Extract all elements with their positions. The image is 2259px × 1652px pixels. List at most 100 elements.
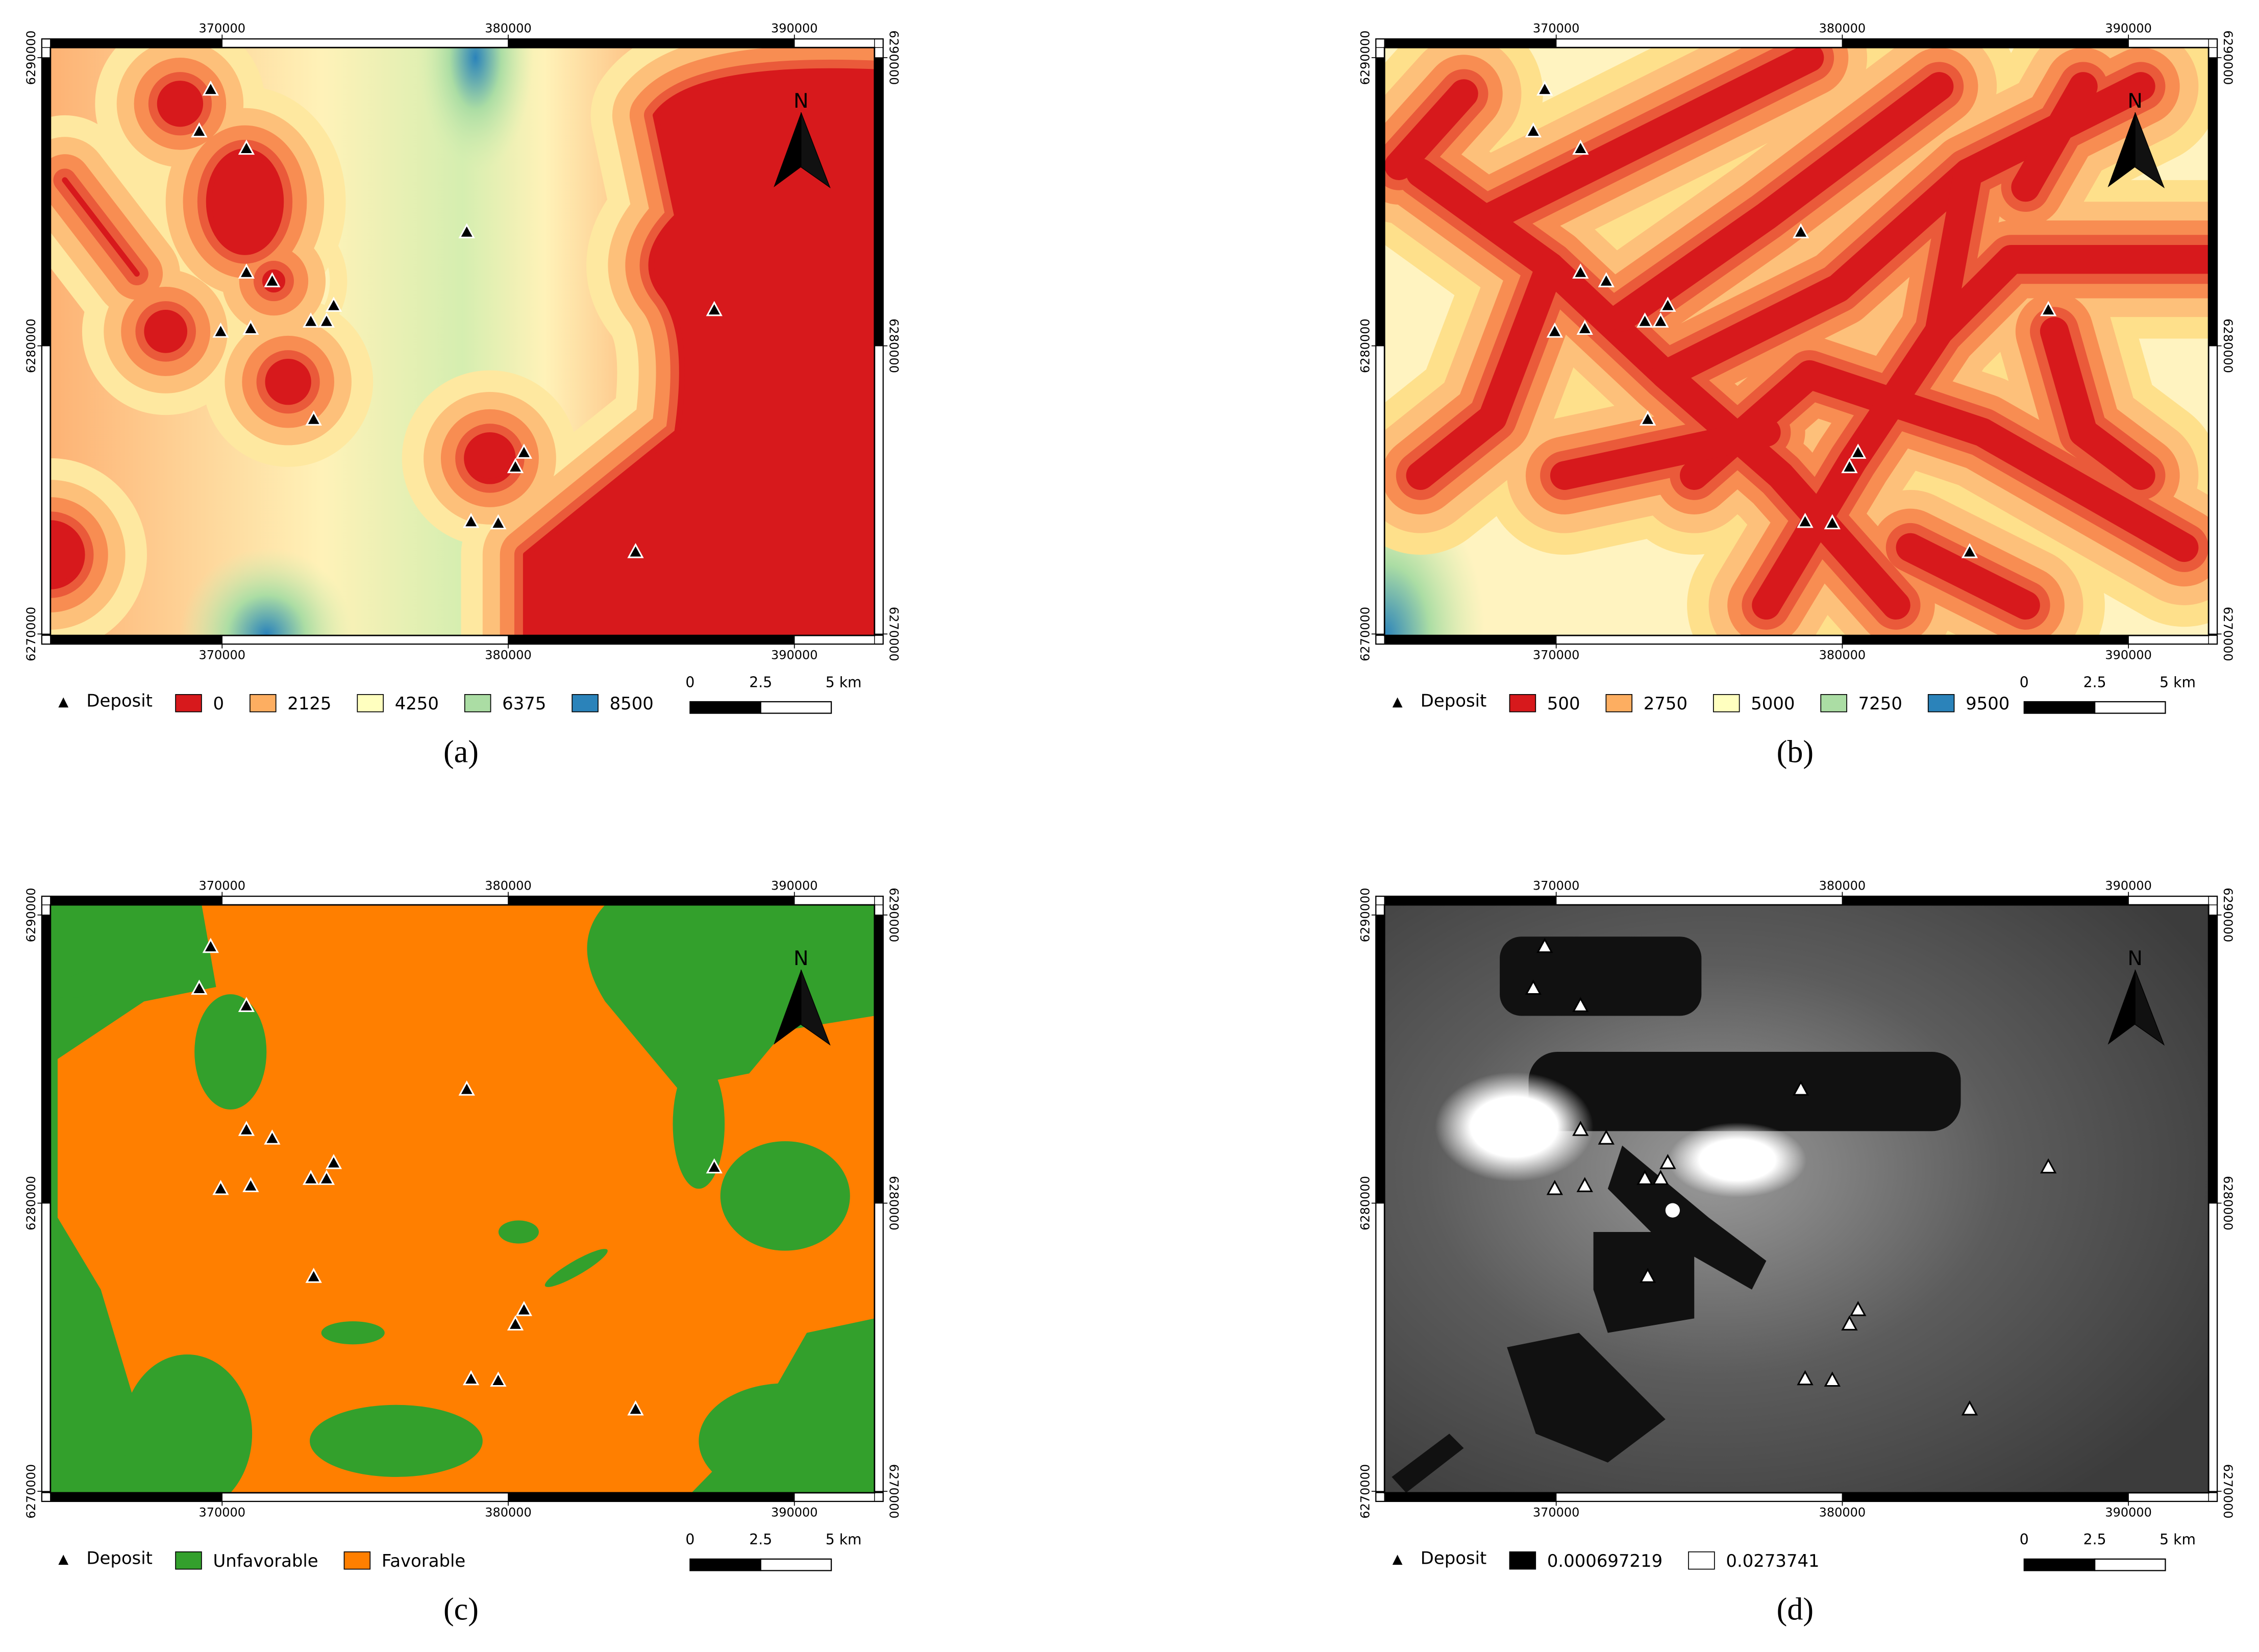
x-tick-label: 380000 bbox=[485, 21, 532, 35]
map-shape bbox=[122, 1354, 253, 1493]
deposit-marker bbox=[1636, 1170, 1653, 1185]
deposit-marker bbox=[2040, 301, 2057, 316]
x-tick-label: 380000 bbox=[485, 878, 532, 893]
map-shape bbox=[321, 1321, 385, 1345]
raster bbox=[1384, 47, 2209, 636]
y-tick-label: 6290000 bbox=[1358, 887, 1373, 942]
deposit-marker bbox=[1652, 1170, 1669, 1185]
deposit-marker bbox=[1824, 514, 1841, 530]
y-tick-label: 6270000 bbox=[886, 607, 901, 661]
x-tick-label: 390000 bbox=[2105, 648, 2152, 662]
deposit-marker bbox=[325, 1154, 342, 1169]
north-label: N bbox=[2127, 89, 2143, 113]
deposit-marker bbox=[507, 458, 524, 474]
legend-symbol bbox=[58, 697, 69, 708]
map-shape bbox=[699, 1383, 872, 1493]
legend-label: 500 bbox=[1547, 694, 1580, 713]
deposit-marker bbox=[1850, 443, 1867, 459]
frame-segment bbox=[221, 1492, 509, 1502]
scale-bar-segment bbox=[2023, 1558, 2096, 1571]
deposit-marker bbox=[458, 223, 475, 238]
deposit-marker bbox=[305, 410, 322, 426]
y-tick-label: 6280000 bbox=[24, 1176, 38, 1230]
north-arrow bbox=[2134, 112, 2165, 188]
deposit-marker bbox=[242, 1177, 259, 1192]
deposit-marker bbox=[515, 1301, 533, 1316]
x-tick-label: 390000 bbox=[2105, 1506, 2152, 1520]
frame-segment bbox=[874, 915, 884, 1204]
deposit-marker bbox=[1841, 1315, 1858, 1330]
map-shape bbox=[417, 47, 533, 173]
deposit-marker bbox=[1850, 1301, 1867, 1316]
deposit-marker bbox=[264, 272, 281, 287]
x-tick-label: 370000 bbox=[198, 1506, 245, 1520]
x-tick-label: 390000 bbox=[2105, 21, 2152, 35]
scale-bar-label: 0 bbox=[2020, 1531, 2029, 1548]
deposit-marker bbox=[191, 122, 208, 138]
frame-segment bbox=[2208, 345, 2218, 634]
scale-bar-segment bbox=[2023, 701, 2096, 714]
map-shape bbox=[180, 547, 353, 636]
scale-bar-segment bbox=[689, 701, 761, 714]
legend-label: Deposit bbox=[1421, 691, 1487, 710]
legend-label: 0.0273741 bbox=[1726, 1551, 1819, 1571]
deposit-marker bbox=[202, 80, 219, 96]
raster bbox=[50, 905, 875, 1493]
y-tick-label: 6270000 bbox=[2221, 607, 2235, 661]
deposit-marker bbox=[1572, 263, 1589, 279]
frame-segment bbox=[874, 1202, 884, 1492]
x-tick-label: 390000 bbox=[2105, 878, 2152, 893]
y-tick-label: 6280000 bbox=[886, 318, 901, 373]
scale-bar-label: 0 bbox=[685, 1531, 694, 1548]
frame-segment bbox=[1375, 915, 1385, 1204]
legend-swatch bbox=[175, 694, 202, 712]
deposit-marker bbox=[1525, 122, 1542, 138]
deposit-marker bbox=[1572, 139, 1589, 155]
deposit-marker bbox=[1824, 1371, 1841, 1387]
legend-label: 0.000697219 bbox=[1547, 1551, 1662, 1571]
panel-label: (d) bbox=[1777, 1592, 1814, 1627]
legend-symbol bbox=[1392, 1555, 1403, 1565]
frame-segment bbox=[1555, 38, 1843, 48]
map-shape bbox=[1665, 1203, 1680, 1218]
deposit-marker bbox=[515, 443, 533, 459]
deposit-marker bbox=[1792, 1080, 1809, 1096]
deposit-marker bbox=[212, 323, 229, 338]
frame-segment bbox=[41, 904, 51, 916]
map-shape bbox=[52, 961, 150, 998]
legend-label: 8500 bbox=[610, 694, 654, 713]
frame-segment bbox=[1375, 1202, 1385, 1492]
legend-swatch bbox=[250, 694, 277, 712]
deposit-marker bbox=[318, 1170, 335, 1185]
map-shape bbox=[498, 1220, 539, 1244]
x-tick-label: 370000 bbox=[1533, 1506, 1580, 1520]
frame-segment bbox=[874, 904, 884, 916]
frame-segment bbox=[1375, 345, 1385, 634]
legend-swatch bbox=[175, 1551, 202, 1570]
x-tick-label: 370000 bbox=[1533, 21, 1580, 35]
deposit-marker bbox=[1576, 1177, 1593, 1192]
deposit-marker bbox=[212, 1179, 229, 1195]
deposit-marker bbox=[1659, 297, 1676, 312]
scale-bar-label: 0 bbox=[685, 674, 694, 691]
y-tick-label: 6290000 bbox=[886, 887, 901, 942]
scale-bar-label: 2.5 bbox=[749, 674, 772, 691]
frame-segment bbox=[2208, 915, 2218, 1204]
frame-segment bbox=[2128, 896, 2209, 905]
x-tick-label: 380000 bbox=[1819, 1506, 1866, 1520]
frame-segment bbox=[2128, 1492, 2209, 1502]
deposit-marker bbox=[1576, 319, 1593, 335]
frame-segment bbox=[2208, 1202, 2218, 1492]
frame-segment bbox=[794, 38, 875, 48]
map-shape bbox=[1435, 1072, 1594, 1182]
frame-segment bbox=[221, 38, 509, 48]
deposit-marker bbox=[1572, 1121, 1589, 1136]
raster bbox=[50, 47, 875, 636]
y-tick-label: 6280000 bbox=[2221, 1176, 2235, 1230]
deposit-marker bbox=[1598, 1129, 1615, 1145]
y-tick-label: 6270000 bbox=[2221, 1464, 2235, 1519]
frame-segment bbox=[41, 915, 51, 1204]
legend-swatch bbox=[1605, 694, 1633, 712]
x-tick-label: 390000 bbox=[771, 878, 818, 893]
